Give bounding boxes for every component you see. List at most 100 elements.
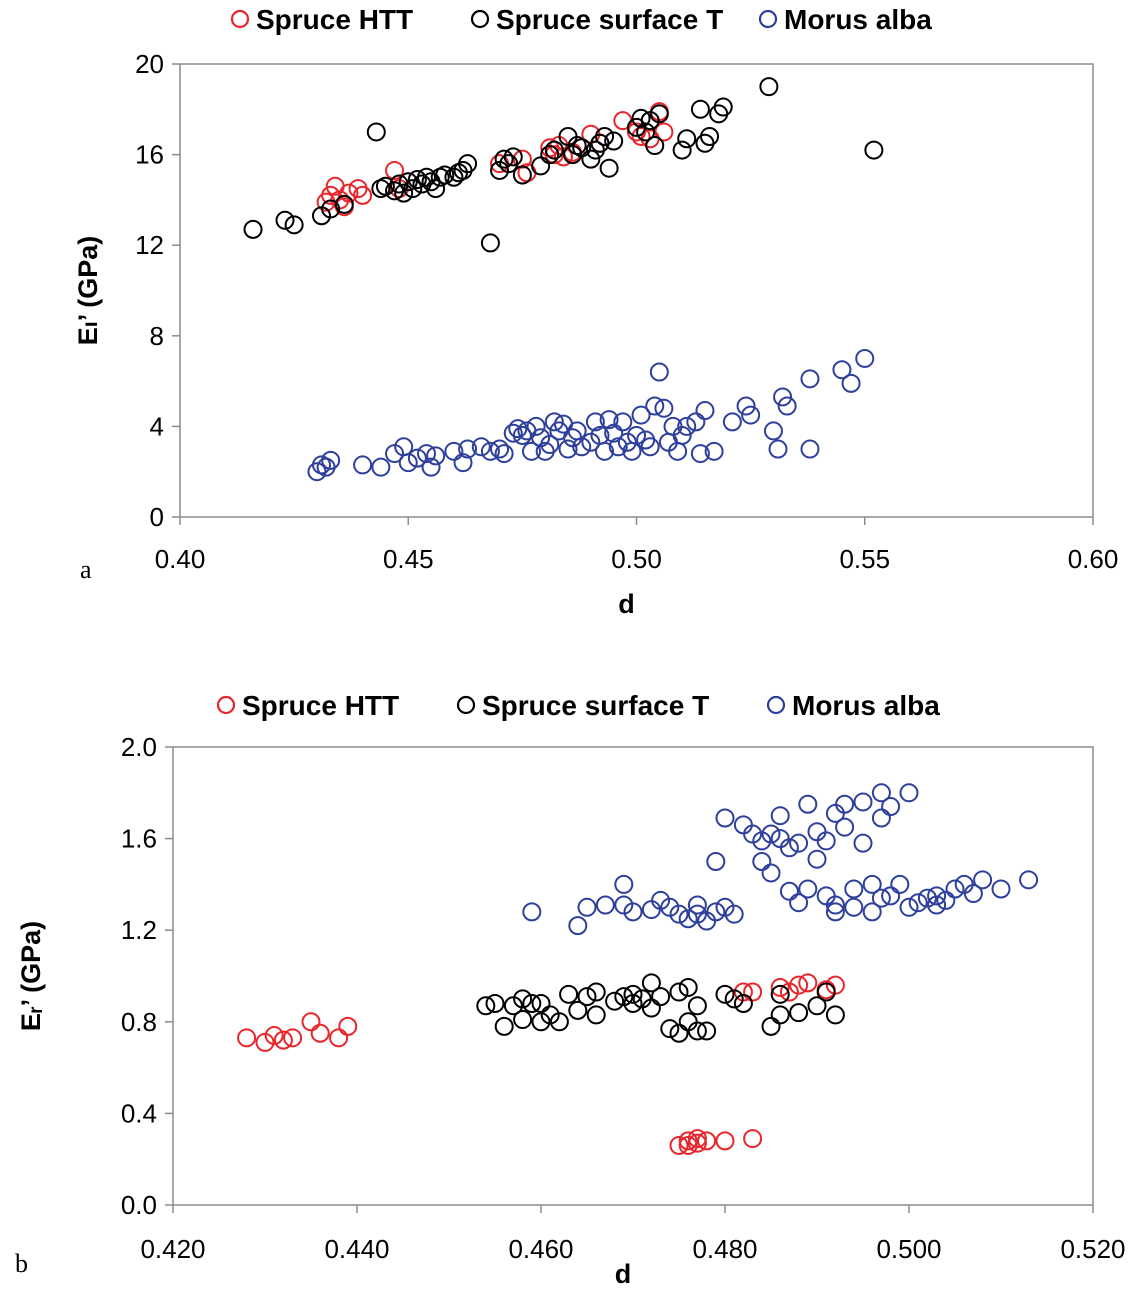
data-point: [649, 104, 669, 124]
y-tick-label: 20: [135, 49, 164, 79]
data-point: [284, 215, 304, 235]
data-point: [881, 886, 901, 906]
data-point: [544, 140, 564, 160]
data-point: [549, 1012, 569, 1032]
data-point: [512, 425, 532, 445]
data-point: [595, 895, 615, 915]
data-point: [736, 396, 756, 416]
data-point: [458, 154, 478, 174]
data-point: [704, 441, 724, 461]
data-point: [476, 996, 496, 1016]
data-point: [595, 126, 615, 146]
data-point: [899, 783, 919, 803]
data-point: [421, 457, 441, 477]
data-point: [641, 900, 661, 920]
x-tick-label: 0.55: [839, 544, 890, 574]
data-point: [435, 165, 455, 185]
data-point: [453, 453, 473, 473]
data-point: [631, 405, 651, 425]
data-point: [807, 996, 827, 1016]
data-point: [761, 863, 781, 883]
data-point: [444, 441, 464, 461]
data-point: [540, 435, 560, 455]
data-point: [586, 982, 606, 1002]
data-point: [636, 122, 656, 142]
data-point: [338, 1016, 358, 1036]
data-point: [825, 1005, 845, 1025]
data-point: [908, 893, 928, 913]
data-point: [494, 444, 514, 464]
x-tick-label: 0.50: [611, 544, 662, 574]
data-point: [715, 984, 735, 1004]
data-point: [798, 973, 818, 993]
series-morus-alba: [307, 348, 875, 482]
data-point: [678, 1131, 698, 1151]
legend: Spruce HTT Spruce surface T Morus alba: [216, 690, 940, 721]
data-point: [604, 131, 624, 151]
data-point: [631, 126, 651, 146]
y-tick-label: 0.0: [121, 1190, 157, 1220]
data-point: [690, 99, 710, 119]
data-point: [687, 1021, 707, 1041]
data-point: [595, 441, 615, 461]
data-point: [936, 890, 956, 910]
data-point: [687, 1129, 707, 1149]
series-spruce-surface-t: [243, 77, 884, 253]
data-point: [559, 984, 579, 1004]
legend-label: Morus alba: [784, 4, 932, 35]
data-point: [669, 904, 689, 924]
data-point: [243, 219, 263, 239]
data-point: [623, 902, 643, 922]
chart-panel-b: 0.0 0.4 0.8 1.2 1.6 2.0 0.420 0.440 0.460 0.480 0.…: [15, 690, 1126, 1289]
data-point: [741, 405, 761, 425]
data-point: [654, 122, 674, 142]
data-point: [713, 97, 733, 117]
data-point: [283, 1028, 303, 1048]
data-point: [273, 1030, 293, 1050]
data-point: [385, 160, 405, 180]
data-point: [864, 140, 884, 160]
panel-label: a: [80, 555, 92, 584]
data-point: [613, 412, 633, 432]
data-point: [743, 1129, 763, 1149]
legend-label: Morus alba: [792, 690, 940, 721]
y-tick-label: 0.8: [121, 1007, 157, 1037]
y-tick-label: 12: [135, 230, 164, 260]
data-point: [678, 909, 698, 929]
data-point: [544, 412, 564, 432]
data-point: [310, 1023, 330, 1043]
x-axis-title: d: [618, 589, 635, 619]
data-point: [301, 1012, 321, 1032]
y-tick-label: 4: [150, 411, 164, 441]
data-point: [321, 185, 341, 205]
data-point: [599, 410, 619, 430]
data-point: [686, 412, 706, 432]
data-point: [494, 1016, 514, 1036]
x-tick-label: 0.440: [324, 1234, 389, 1264]
data-point: [973, 870, 993, 890]
legend-marker: [470, 9, 490, 29]
data-point: [480, 441, 500, 461]
x-tick-label: 0.460: [508, 1234, 573, 1264]
data-point: [494, 149, 514, 169]
data-point: [407, 448, 427, 468]
legend-marker: [758, 9, 778, 29]
y-tick-label: 0: [150, 502, 164, 532]
data-point: [669, 1135, 689, 1155]
data-point: [531, 993, 551, 1013]
data-point: [604, 423, 624, 443]
data-point: [645, 136, 665, 156]
data-point: [237, 1028, 257, 1048]
data-point: [770, 1005, 790, 1025]
data-point: [853, 833, 873, 853]
data-point: [800, 439, 820, 459]
data-point: [871, 808, 891, 828]
data-point: [417, 167, 437, 187]
data-point: [623, 993, 643, 1013]
data-point: [513, 1010, 533, 1030]
data-point: [724, 989, 744, 1009]
data-point: [789, 893, 809, 913]
data-point: [485, 993, 505, 1013]
data-point: [844, 879, 864, 899]
data-point: [761, 824, 781, 844]
